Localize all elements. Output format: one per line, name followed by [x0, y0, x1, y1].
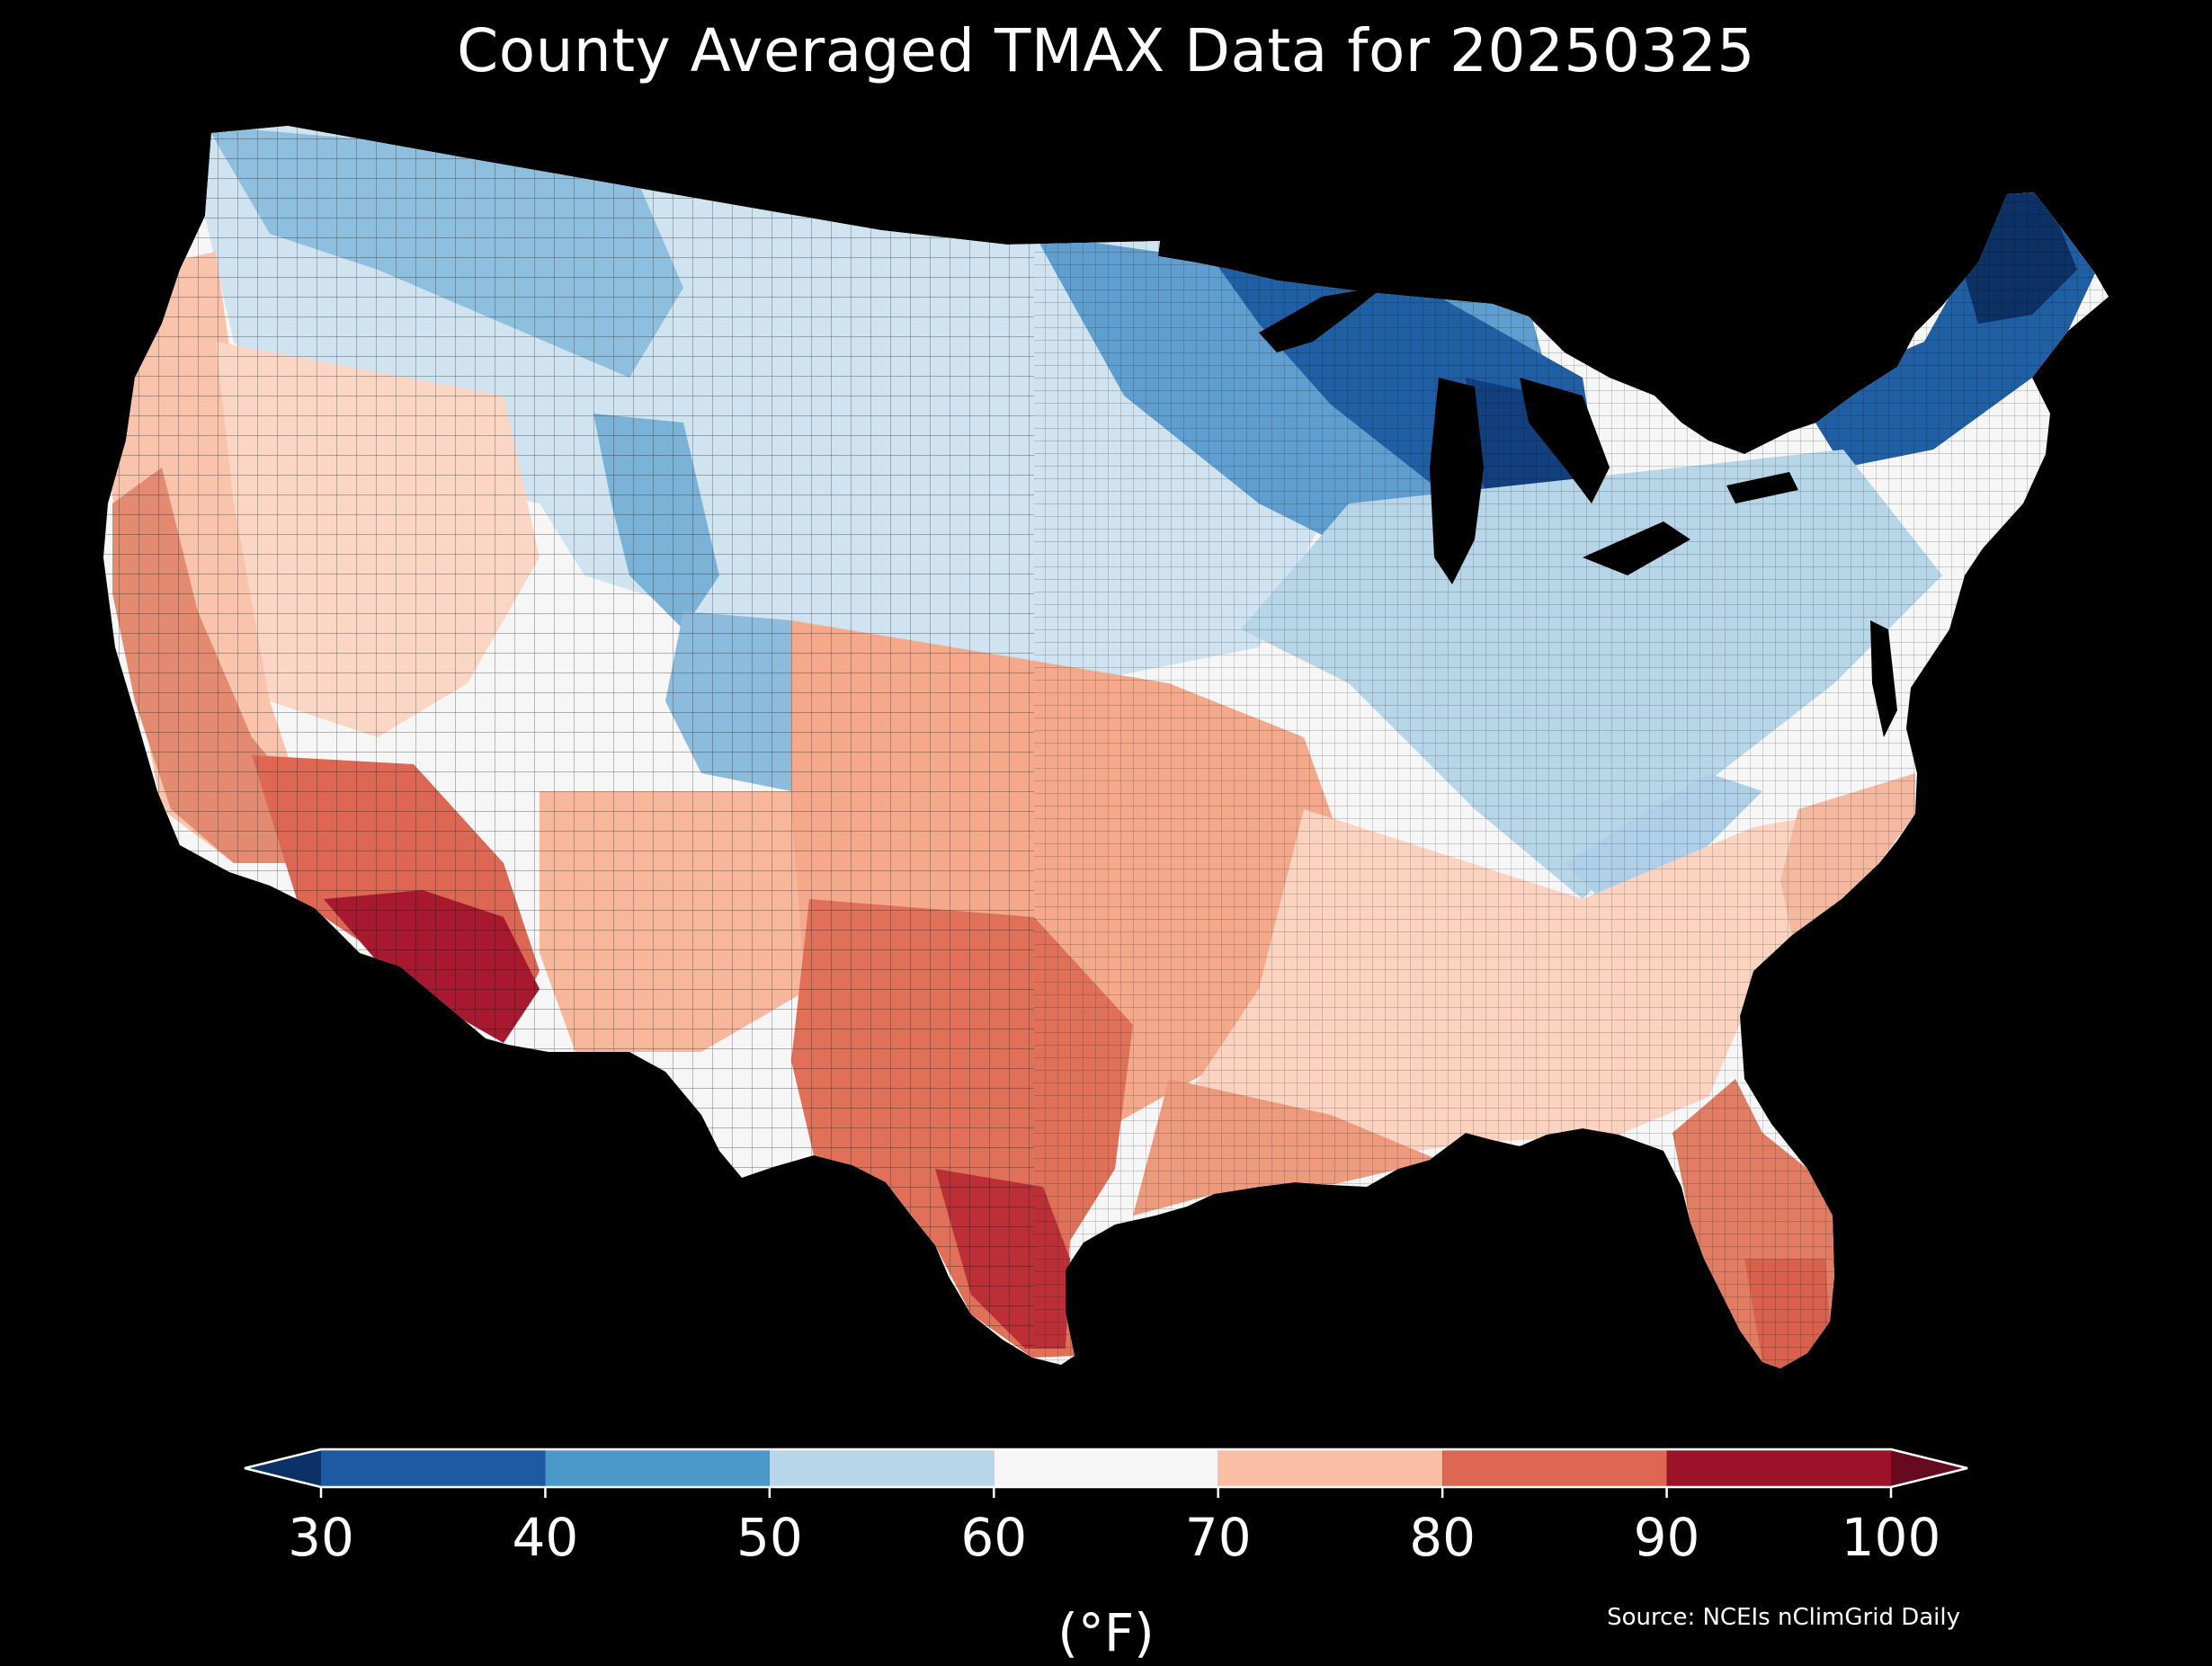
lake-superior [1259, 286, 1385, 352]
colorbar-bin-30-40 [321, 1449, 546, 1487]
colorbar-bin-50-60 [769, 1449, 995, 1487]
colorbar-tick-label: 70 [1184, 1507, 1252, 1568]
lake-huron [1520, 378, 1610, 503]
colorbar-bin-60-70 [994, 1449, 1218, 1487]
colorbar-tick-label: 90 [1633, 1507, 1700, 1568]
colorbar-bin-80-90 [1442, 1449, 1667, 1487]
great-lakes [1259, 286, 1897, 737]
colorbar-tick-label: 100 [1841, 1507, 1941, 1568]
lake-erie [1583, 521, 1690, 575]
county-grid-west [103, 126, 1034, 1368]
source-note: Source: NCEIs nClimGrid Daily [1607, 1604, 1960, 1631]
colorbar-unit-label: (°F) [1057, 1602, 1155, 1663]
colorbar-bin-90-100 [1666, 1449, 1891, 1487]
colorbar-tick-label: 50 [736, 1507, 803, 1568]
colorbar-bin-70-80 [1217, 1449, 1443, 1487]
lake-ontario [1726, 472, 1798, 503]
chesapeake-bay [1870, 620, 1897, 737]
colorbar-tick-label: 80 [1409, 1507, 1476, 1568]
colorbar [244, 1448, 1968, 1498]
map-title: County Averaged TMAX Data for 20250325 [457, 16, 1755, 85]
colorbar-tick-label: 40 [512, 1507, 579, 1568]
colorbar-under-arrow [245, 1449, 321, 1487]
colorbar-bin-40-50 [545, 1449, 770, 1487]
map-body [103, 126, 2109, 1368]
colorbar-tick-label: 60 [960, 1507, 1028, 1568]
county-grid-east [1034, 126, 2109, 1368]
colorbar-over-arrow [1891, 1449, 1967, 1487]
colorbar-tick-label: 30 [288, 1507, 354, 1568]
lake-michigan [1430, 378, 1484, 584]
